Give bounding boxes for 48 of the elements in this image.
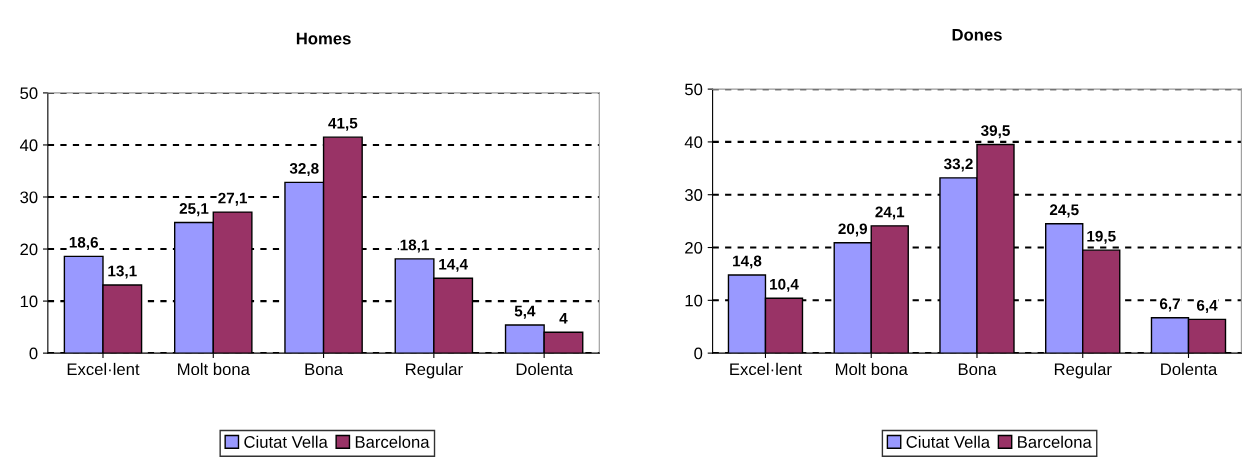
y-tick-label: 10 bbox=[20, 295, 38, 308]
x-tick-label: Excel·lent bbox=[67, 362, 140, 376]
data-label: 14,4 bbox=[439, 258, 468, 272]
x-tick-label: Regular bbox=[406, 362, 463, 379]
y-tick-label: 0 bbox=[694, 347, 703, 360]
data-label: 33,2 bbox=[943, 158, 973, 172]
data-label: 6,7 bbox=[1159, 298, 1180, 312]
legend-label: Ciutat Vella bbox=[244, 435, 328, 448]
data-label: 41,5 bbox=[328, 117, 358, 131]
y-tick-label: 30 bbox=[20, 191, 38, 204]
x-tick-label: Excel·lent bbox=[730, 362, 802, 376]
y-tick-label: 50 bbox=[20, 87, 38, 100]
x-tick-label: Bona bbox=[305, 363, 344, 376]
x-tick-label: Dolenta bbox=[516, 362, 573, 376]
data-label: 6,4 bbox=[1196, 299, 1218, 313]
y-tick-label: 40 bbox=[684, 136, 703, 149]
data-label: 20,9 bbox=[838, 223, 868, 237]
legend-label: Barcelona bbox=[1018, 435, 1092, 448]
x-tick-label: Molt bona bbox=[178, 362, 250, 376]
chart-title: Dones bbox=[952, 29, 1002, 41]
x-tick-label: Dolenta bbox=[1161, 362, 1218, 376]
x-tick-label: Bona bbox=[958, 363, 997, 376]
data-label: 19,5 bbox=[1087, 230, 1116, 244]
x-tick-label: Regular bbox=[1054, 362, 1112, 379]
data-label: 18,6 bbox=[69, 236, 98, 250]
data-label: 10,4 bbox=[770, 278, 799, 292]
data-label: 5,4 bbox=[514, 305, 536, 319]
data-label: 24,1 bbox=[875, 206, 905, 220]
y-tick-label: 10 bbox=[685, 294, 703, 307]
data-label: 13,1 bbox=[108, 265, 137, 279]
y-tick-label: 50 bbox=[685, 83, 703, 96]
y-tick-label: 0 bbox=[29, 347, 38, 360]
chart-title: Homes bbox=[296, 32, 351, 45]
data-label: 32,8 bbox=[289, 163, 319, 177]
data-label: 27,1 bbox=[218, 192, 248, 206]
y-tick-label: 20 bbox=[685, 241, 703, 254]
x-tick-label: Molt bona bbox=[836, 362, 908, 376]
data-label: 18,1 bbox=[400, 239, 429, 253]
data-label: 39,5 bbox=[980, 125, 1010, 139]
y-tick-label: 30 bbox=[684, 189, 703, 201]
y-tick-label: 40 bbox=[19, 139, 38, 152]
legend-label: Ciutat Vella bbox=[906, 435, 991, 448]
legend-label: Barcelona bbox=[355, 435, 430, 448]
y-tick-label: 20 bbox=[20, 243, 38, 256]
data-label: 4 bbox=[559, 313, 568, 324]
data-label: 14,8 bbox=[733, 255, 762, 269]
data-label: 24,5 bbox=[1049, 204, 1079, 218]
data-label: 25,1 bbox=[179, 203, 209, 217]
